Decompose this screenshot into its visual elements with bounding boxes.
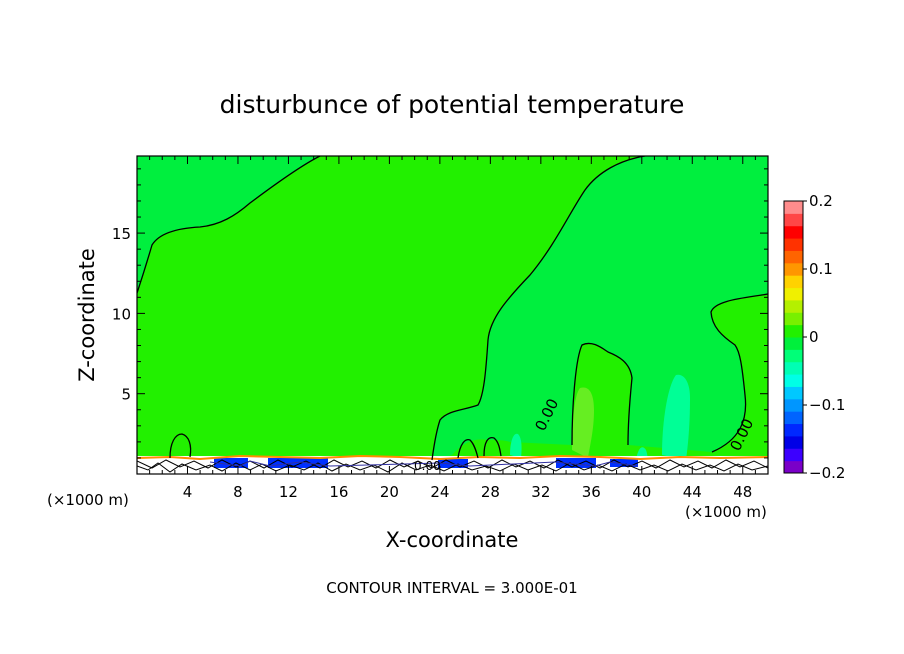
colorbar-swatch bbox=[784, 411, 803, 425]
surface-contours-3 bbox=[209, 460, 639, 467]
colorbar-swatch bbox=[784, 312, 803, 326]
x-tick-label: 20 bbox=[380, 483, 399, 501]
field-fill-upper-region bbox=[137, 156, 768, 460]
colorbar-swatch bbox=[784, 287, 803, 301]
surface-layer bbox=[137, 454, 768, 474]
colorbar-swatch bbox=[784, 238, 803, 251]
contour-middle bbox=[431, 156, 646, 461]
colorbar-swatch bbox=[784, 250, 803, 264]
x-tick-label: 24 bbox=[430, 483, 449, 501]
colorbar-tick-label: 0.1 bbox=[809, 260, 833, 278]
colorbar-swatch bbox=[784, 213, 803, 227]
x-tick-label: 40 bbox=[632, 483, 651, 501]
plot-area: 0.00 0.00 0.00 bbox=[137, 156, 768, 474]
contour-label-3: 0.00 bbox=[414, 459, 441, 473]
x-tick-label: 28 bbox=[481, 483, 500, 501]
x-tick-label: 16 bbox=[329, 483, 348, 501]
x-units-left: (×1000 m) bbox=[47, 491, 129, 509]
colorbar-tick-label: −0.1 bbox=[809, 396, 845, 414]
x-axis-ticks: 4 8 12 16 20 24 28 32 36 40 44 48 bbox=[149, 156, 756, 501]
colorbar-swatch bbox=[784, 374, 803, 387]
colorbar-swatch bbox=[784, 398, 803, 412]
surface-blue-strip-1 bbox=[214, 458, 248, 468]
colorbar-tick-label: 0.2 bbox=[809, 192, 833, 210]
x-units-right: (×1000 m) bbox=[685, 503, 767, 521]
y-axis-ticks: 5 10 15 bbox=[112, 168, 768, 459]
colorbar-swatch bbox=[784, 225, 803, 239]
x-tick-label: 36 bbox=[582, 483, 601, 501]
colorbar-swatch bbox=[784, 423, 803, 437]
colorbar: 0.2 0.1 0 −0.1 −0.2 bbox=[783, 192, 845, 482]
colorbar-swatch bbox=[784, 386, 803, 400]
y-tick-label: 10 bbox=[112, 305, 131, 323]
x-axis-label: X-coordinate bbox=[386, 528, 519, 552]
colorbar-tick-label: 0 bbox=[809, 328, 819, 346]
colorbar-swatch bbox=[784, 349, 803, 363]
contour-bump-left bbox=[169, 433, 192, 459]
colorbar-swatch bbox=[784, 262, 803, 276]
colorbar-swatch bbox=[784, 435, 803, 449]
y-tick-label: 15 bbox=[112, 225, 131, 243]
colorbar-swatch bbox=[784, 299, 803, 313]
surface-blue-strip-5 bbox=[610, 459, 638, 467]
x-tick-label: 8 bbox=[233, 483, 243, 501]
surface-blue-strip-2 bbox=[268, 458, 328, 468]
contour-interval-note: CONTOUR INTERVAL = 3.000E-01 bbox=[326, 579, 577, 597]
field-fill-cyan-patch bbox=[662, 374, 690, 460]
surface-orange-line bbox=[137, 454, 768, 461]
field-fill-pale-patch bbox=[572, 387, 594, 458]
colorbar-swatch bbox=[784, 337, 803, 350]
surface-blue-strip-4 bbox=[556, 458, 596, 468]
colorbar-swatch bbox=[784, 460, 803, 474]
colorbar-swatch bbox=[784, 448, 803, 462]
y-tick-label: 5 bbox=[121, 386, 131, 404]
contour-plume bbox=[571, 342, 633, 446]
x-tick-label: 48 bbox=[733, 483, 752, 501]
x-tick-label: 32 bbox=[531, 483, 550, 501]
contour-left-upper bbox=[137, 156, 321, 294]
contour-right bbox=[710, 293, 768, 453]
x-tick-label: 4 bbox=[183, 483, 193, 501]
colorbar-swatch bbox=[784, 201, 803, 214]
zero-contours bbox=[137, 156, 768, 461]
y-axis-label: Z-coordinate bbox=[75, 248, 99, 382]
chart-title: disturbunce of potential temperature bbox=[220, 90, 685, 119]
x-tick-label: 12 bbox=[279, 483, 298, 501]
colorbar-swatch bbox=[784, 361, 803, 375]
colorbar-tick-label: −0.2 bbox=[809, 464, 845, 482]
colorbar-swatch bbox=[784, 324, 803, 338]
colorbar-swatch bbox=[784, 275, 803, 289]
contour-finger bbox=[457, 436, 502, 459]
x-tick-label: 44 bbox=[683, 483, 702, 501]
